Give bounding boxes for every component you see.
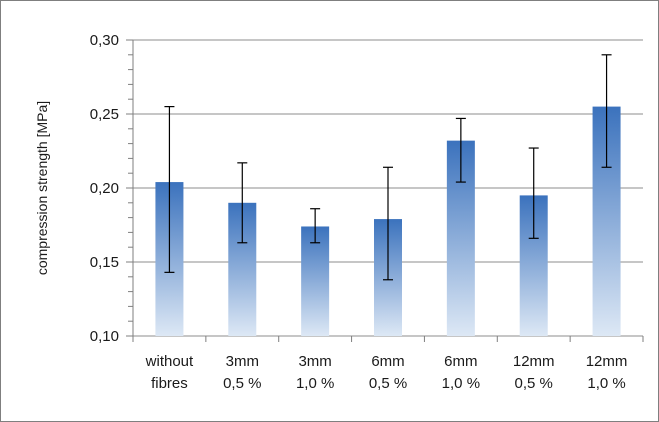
tick-labels: 0,10 0,15 0,20 0,25 0,30 without fibres 3mm 0,5 …	[90, 32, 628, 392]
error-bars	[164, 54, 612, 281]
x-tick-label-line: 0,5 %	[369, 375, 407, 392]
x-tick-label-line: 1,0 %	[587, 375, 625, 392]
x-tick-label-line: 12mm	[586, 353, 628, 370]
y-tick-label: 0,10	[90, 328, 119, 345]
x-tick-label: 6mm 0,5 %	[369, 353, 407, 392]
x-tick-label-line: without	[145, 353, 194, 370]
x-tick-label-line: 0,5 %	[223, 375, 261, 392]
x-tick-label: 3mm 1,0 %	[296, 353, 334, 392]
x-tick-label: 6mm 1,0 %	[442, 353, 480, 392]
y-tick-label: 0,25	[90, 106, 119, 123]
x-tick-label-line: 1,0 %	[296, 375, 334, 392]
y-axis-title: compression strength [MPa]	[34, 101, 50, 275]
y-tick-label: 0,20	[90, 180, 119, 197]
y-tick-label: 0,15	[90, 254, 119, 271]
x-tick-label-line: 3mm	[298, 353, 331, 370]
x-tick-label-line: 6mm	[371, 353, 404, 370]
x-tick-label-line: 6mm	[444, 353, 477, 370]
bar	[301, 226, 330, 336]
x-tick-label: 3mm 0,5 %	[223, 353, 261, 392]
x-tick-label-line: 3mm	[226, 353, 259, 370]
x-tick-label: without fibres	[145, 353, 194, 392]
x-tick-label-line: 12mm	[513, 353, 555, 370]
x-tick-label-line: 0,5 %	[515, 375, 553, 392]
x-tick-label: 12mm 1,0 %	[586, 353, 628, 392]
axes	[126, 39, 644, 342]
x-tick-label-line: 1,0 %	[442, 375, 480, 392]
x-tick-label: 12mm 0,5 %	[513, 353, 555, 392]
x-tick-label-line: fibres	[151, 375, 188, 392]
y-tick-label: 0,30	[90, 32, 119, 49]
